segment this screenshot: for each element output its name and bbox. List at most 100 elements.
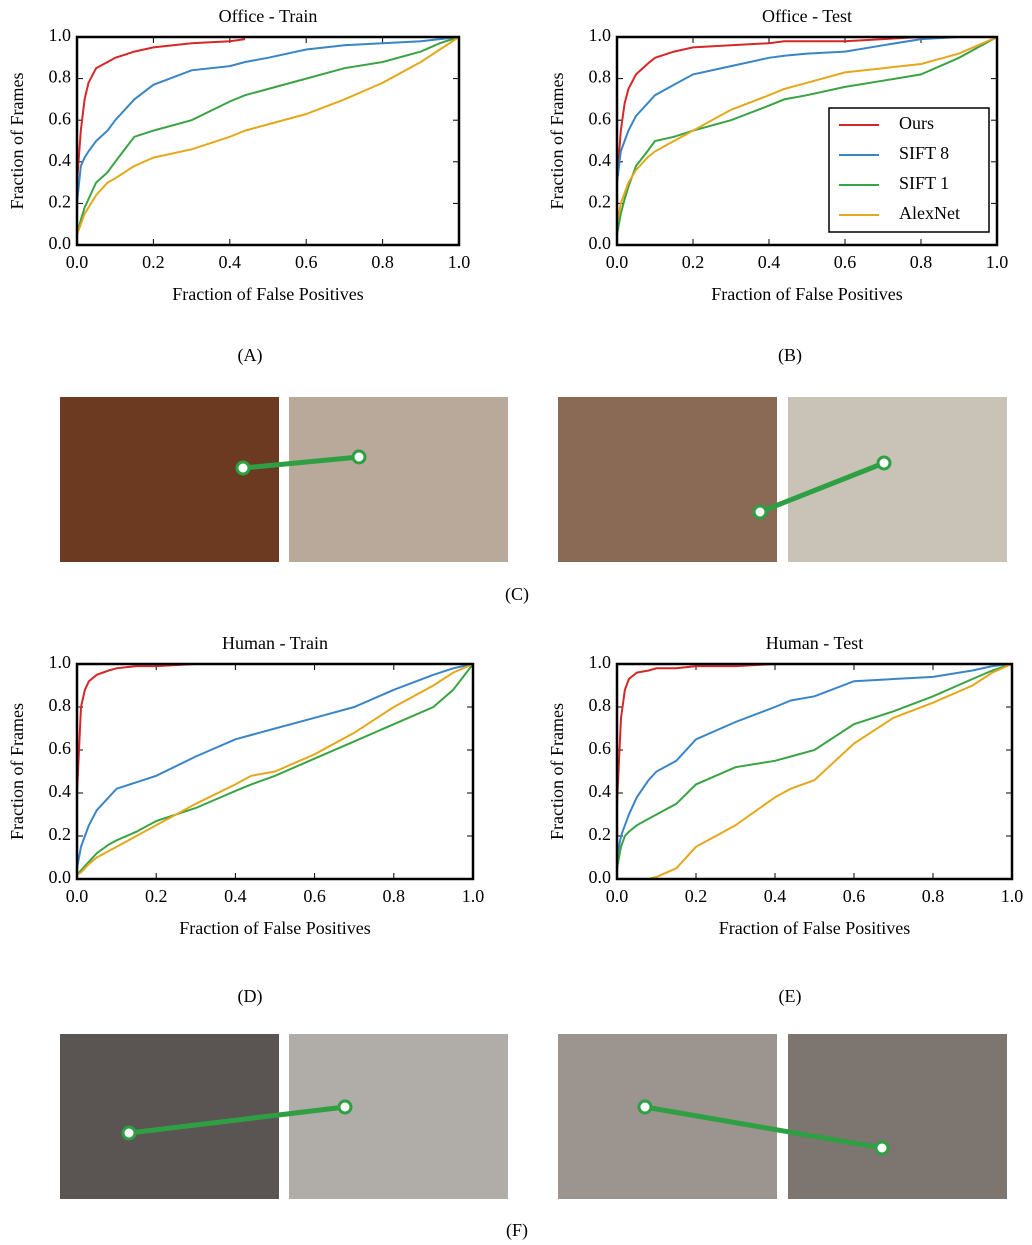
panel-caption: (C) xyxy=(505,584,529,605)
x-tick-label: 0.4 xyxy=(224,886,247,906)
y-tick-label: 0.6 xyxy=(589,738,612,758)
series-line xyxy=(616,36,998,235)
match-point xyxy=(121,1125,137,1141)
match-point xyxy=(235,460,251,476)
x-tick-label: 0.8 xyxy=(383,886,406,906)
match-line xyxy=(759,460,885,515)
x-axis-label: Fraction of False Positives xyxy=(172,284,364,304)
photo-row-f xyxy=(60,1034,1007,1199)
panel-caption: (F) xyxy=(506,1220,528,1241)
x-tick-label: 0.6 xyxy=(843,886,866,906)
plot-frame xyxy=(615,662,1014,881)
x-tick-label: 0.4 xyxy=(219,252,242,272)
photo xyxy=(60,1034,279,1199)
x-tick-label: 0.8 xyxy=(910,252,933,272)
match-point xyxy=(351,449,367,465)
x-axis-label: Fraction of False Positives xyxy=(711,284,903,304)
match-point xyxy=(637,1099,653,1115)
y-tick-label: 1.0 xyxy=(589,25,612,45)
photo xyxy=(60,397,279,562)
match-point xyxy=(752,504,768,520)
y-tick-label: 0.8 xyxy=(589,695,612,715)
series-line xyxy=(76,36,460,235)
y-tick-label: 0.2 xyxy=(49,192,72,212)
legend-box xyxy=(828,107,990,233)
y-tick-label: 0.0 xyxy=(589,233,612,253)
x-tick-label: 0.2 xyxy=(145,886,168,906)
series-line xyxy=(616,663,1013,869)
series-line xyxy=(616,663,1013,858)
x-tick-label: 0.8 xyxy=(922,886,945,906)
y-tick-label: 0.2 xyxy=(49,824,72,844)
x-tick-label: 0.6 xyxy=(295,252,318,272)
photo xyxy=(788,1034,1007,1199)
photo xyxy=(558,397,777,562)
x-tick-label: 0.0 xyxy=(606,252,629,272)
x-tick-label: 1.0 xyxy=(462,886,485,906)
x-tick-label: 1.0 xyxy=(448,252,471,272)
y-tick-label: 0.0 xyxy=(49,867,72,887)
match-point xyxy=(874,1140,890,1156)
x-tick-label: 0.4 xyxy=(758,252,781,272)
y-axis-label: Fraction of Frames xyxy=(7,73,27,210)
legend-label: AlexNet xyxy=(899,203,960,223)
y-tick-label: 0.2 xyxy=(589,824,612,844)
match-point xyxy=(337,1099,353,1115)
photo-row-c xyxy=(60,397,1007,562)
x-tick-label: 1.0 xyxy=(986,252,1009,272)
series-line xyxy=(76,38,246,183)
y-tick-label: 0.2 xyxy=(589,192,612,212)
match-line xyxy=(128,1104,346,1136)
y-tick-label: 1.0 xyxy=(589,652,612,672)
chart-title: Office - Train xyxy=(219,6,318,26)
x-tick-label: 0.2 xyxy=(142,252,165,272)
photo xyxy=(289,1034,508,1199)
y-tick-label: 0.8 xyxy=(49,67,72,87)
x-tick-label: 0.2 xyxy=(682,252,705,272)
x-tick-label: 0.6 xyxy=(303,886,326,906)
chart-title: Human - Test xyxy=(766,633,863,653)
series-line xyxy=(76,36,460,235)
series-line xyxy=(616,663,1012,804)
legend-label: Ours xyxy=(899,113,934,133)
x-tick-label: 0.4 xyxy=(764,886,787,906)
y-axis-label: Fraction of Frames xyxy=(7,703,27,840)
x-axis-label: Fraction of False Positives xyxy=(719,918,911,938)
y-tick-label: 0.4 xyxy=(589,150,612,170)
y-axis-label: Fraction of Frames xyxy=(547,703,567,840)
x-tick-label: 0.0 xyxy=(606,886,629,906)
y-tick-label: 0.6 xyxy=(589,108,612,128)
y-tick-label: 0.0 xyxy=(589,867,612,887)
panel-caption: (E) xyxy=(779,986,802,1007)
y-tick-label: 1.0 xyxy=(49,25,72,45)
photo xyxy=(558,1034,777,1199)
y-tick-label: 1.0 xyxy=(49,652,72,672)
legend-label: SIFT 8 xyxy=(899,143,949,163)
match-line xyxy=(644,1104,883,1151)
y-tick-label: 0.4 xyxy=(49,150,72,170)
x-tick-label: 0.0 xyxy=(66,252,89,272)
y-tick-label: 0.6 xyxy=(49,108,72,128)
plot-frame xyxy=(75,35,461,247)
plot-frame xyxy=(75,662,475,881)
x-tick-label: 0.8 xyxy=(371,252,394,272)
y-axis-label: Fraction of Frames xyxy=(547,73,567,210)
series-line xyxy=(76,663,474,876)
series-line xyxy=(76,36,460,204)
plot-frame xyxy=(615,35,999,247)
x-tick-label: 1.0 xyxy=(1001,886,1024,906)
x-tick-label: 0.2 xyxy=(685,886,708,906)
x-axis-label: Fraction of False Positives xyxy=(179,918,371,938)
photo xyxy=(788,397,1007,562)
series-line xyxy=(616,36,998,225)
legend-label: SIFT 1 xyxy=(899,173,949,193)
series-line xyxy=(76,663,474,869)
chart-title: Office - Test xyxy=(762,6,852,26)
y-tick-label: 0.4 xyxy=(49,781,72,801)
panel-caption: (A) xyxy=(238,345,263,366)
match-line xyxy=(242,454,360,471)
y-tick-label: 0.6 xyxy=(49,738,72,758)
photo xyxy=(289,397,508,562)
